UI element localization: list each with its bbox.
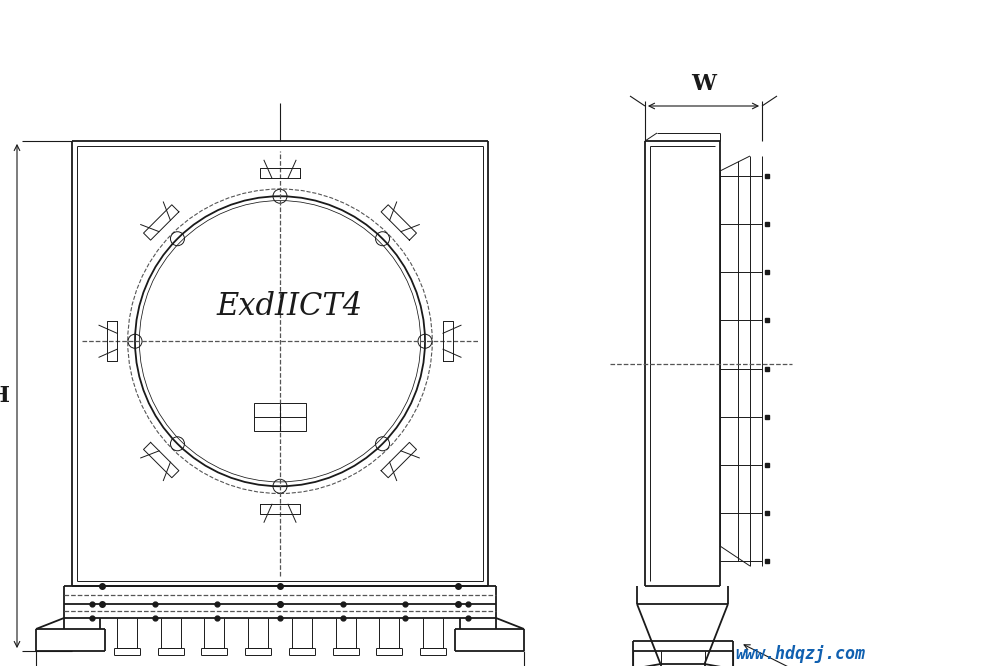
Text: www.hdqzj.com: www.hdqzj.com [735, 645, 865, 663]
Text: ExdIICT4: ExdIICT4 [217, 291, 363, 322]
Bar [254, 403, 306, 432]
Text: H: H [0, 385, 10, 407]
Text: W: W [691, 73, 716, 95]
